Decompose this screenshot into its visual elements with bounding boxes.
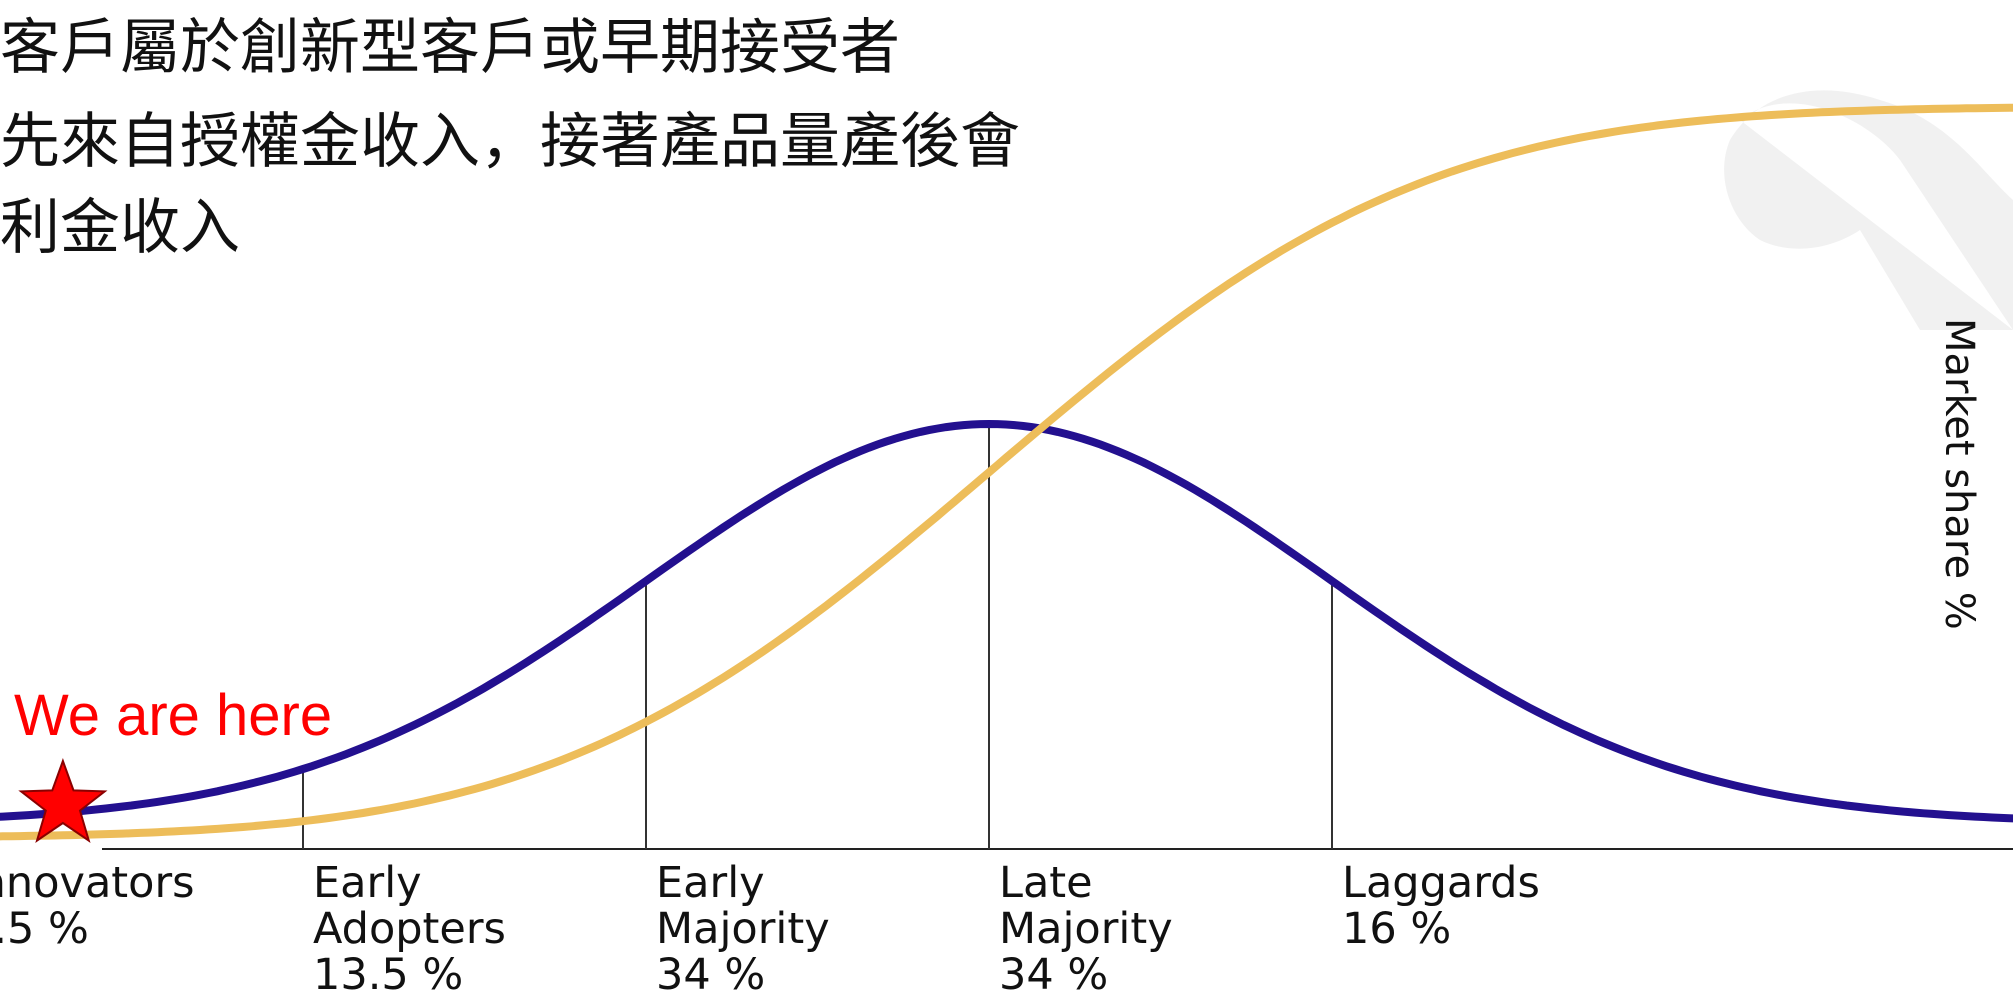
text-line-3: 利金收入 <box>0 193 240 263</box>
category-label: 16 % <box>1342 904 1451 954</box>
market-share-curve <box>0 103 2013 841</box>
category-label: Majority <box>656 904 830 954</box>
category-label: 34 % <box>999 950 1108 996</box>
category-label: 2.5 % <box>0 904 89 954</box>
category-label: Innovators <box>0 858 195 908</box>
category-label: 13.5 % <box>313 950 463 996</box>
category-label: Early <box>313 858 422 908</box>
category-label: Adopters <box>313 904 506 954</box>
annotation-we-are-here: We are here <box>14 683 332 748</box>
watermark-shape <box>1724 90 2013 330</box>
text-line-2: 先來自授權金收入，接著產品量產後會 <box>0 107 1020 177</box>
category-label: Majority <box>999 904 1173 954</box>
category-label: Early <box>656 858 765 908</box>
text-line-1: 客戶屬於創新型客戶或早期接受者 <box>0 13 900 83</box>
category-label: 34 % <box>656 950 765 996</box>
star-marker <box>18 758 108 843</box>
category-label: Laggards <box>1342 858 1540 908</box>
y-axis-label: Market share % <box>1936 318 1982 630</box>
category-label: Late <box>999 858 1093 908</box>
adoption-bell-curve <box>0 419 2013 823</box>
